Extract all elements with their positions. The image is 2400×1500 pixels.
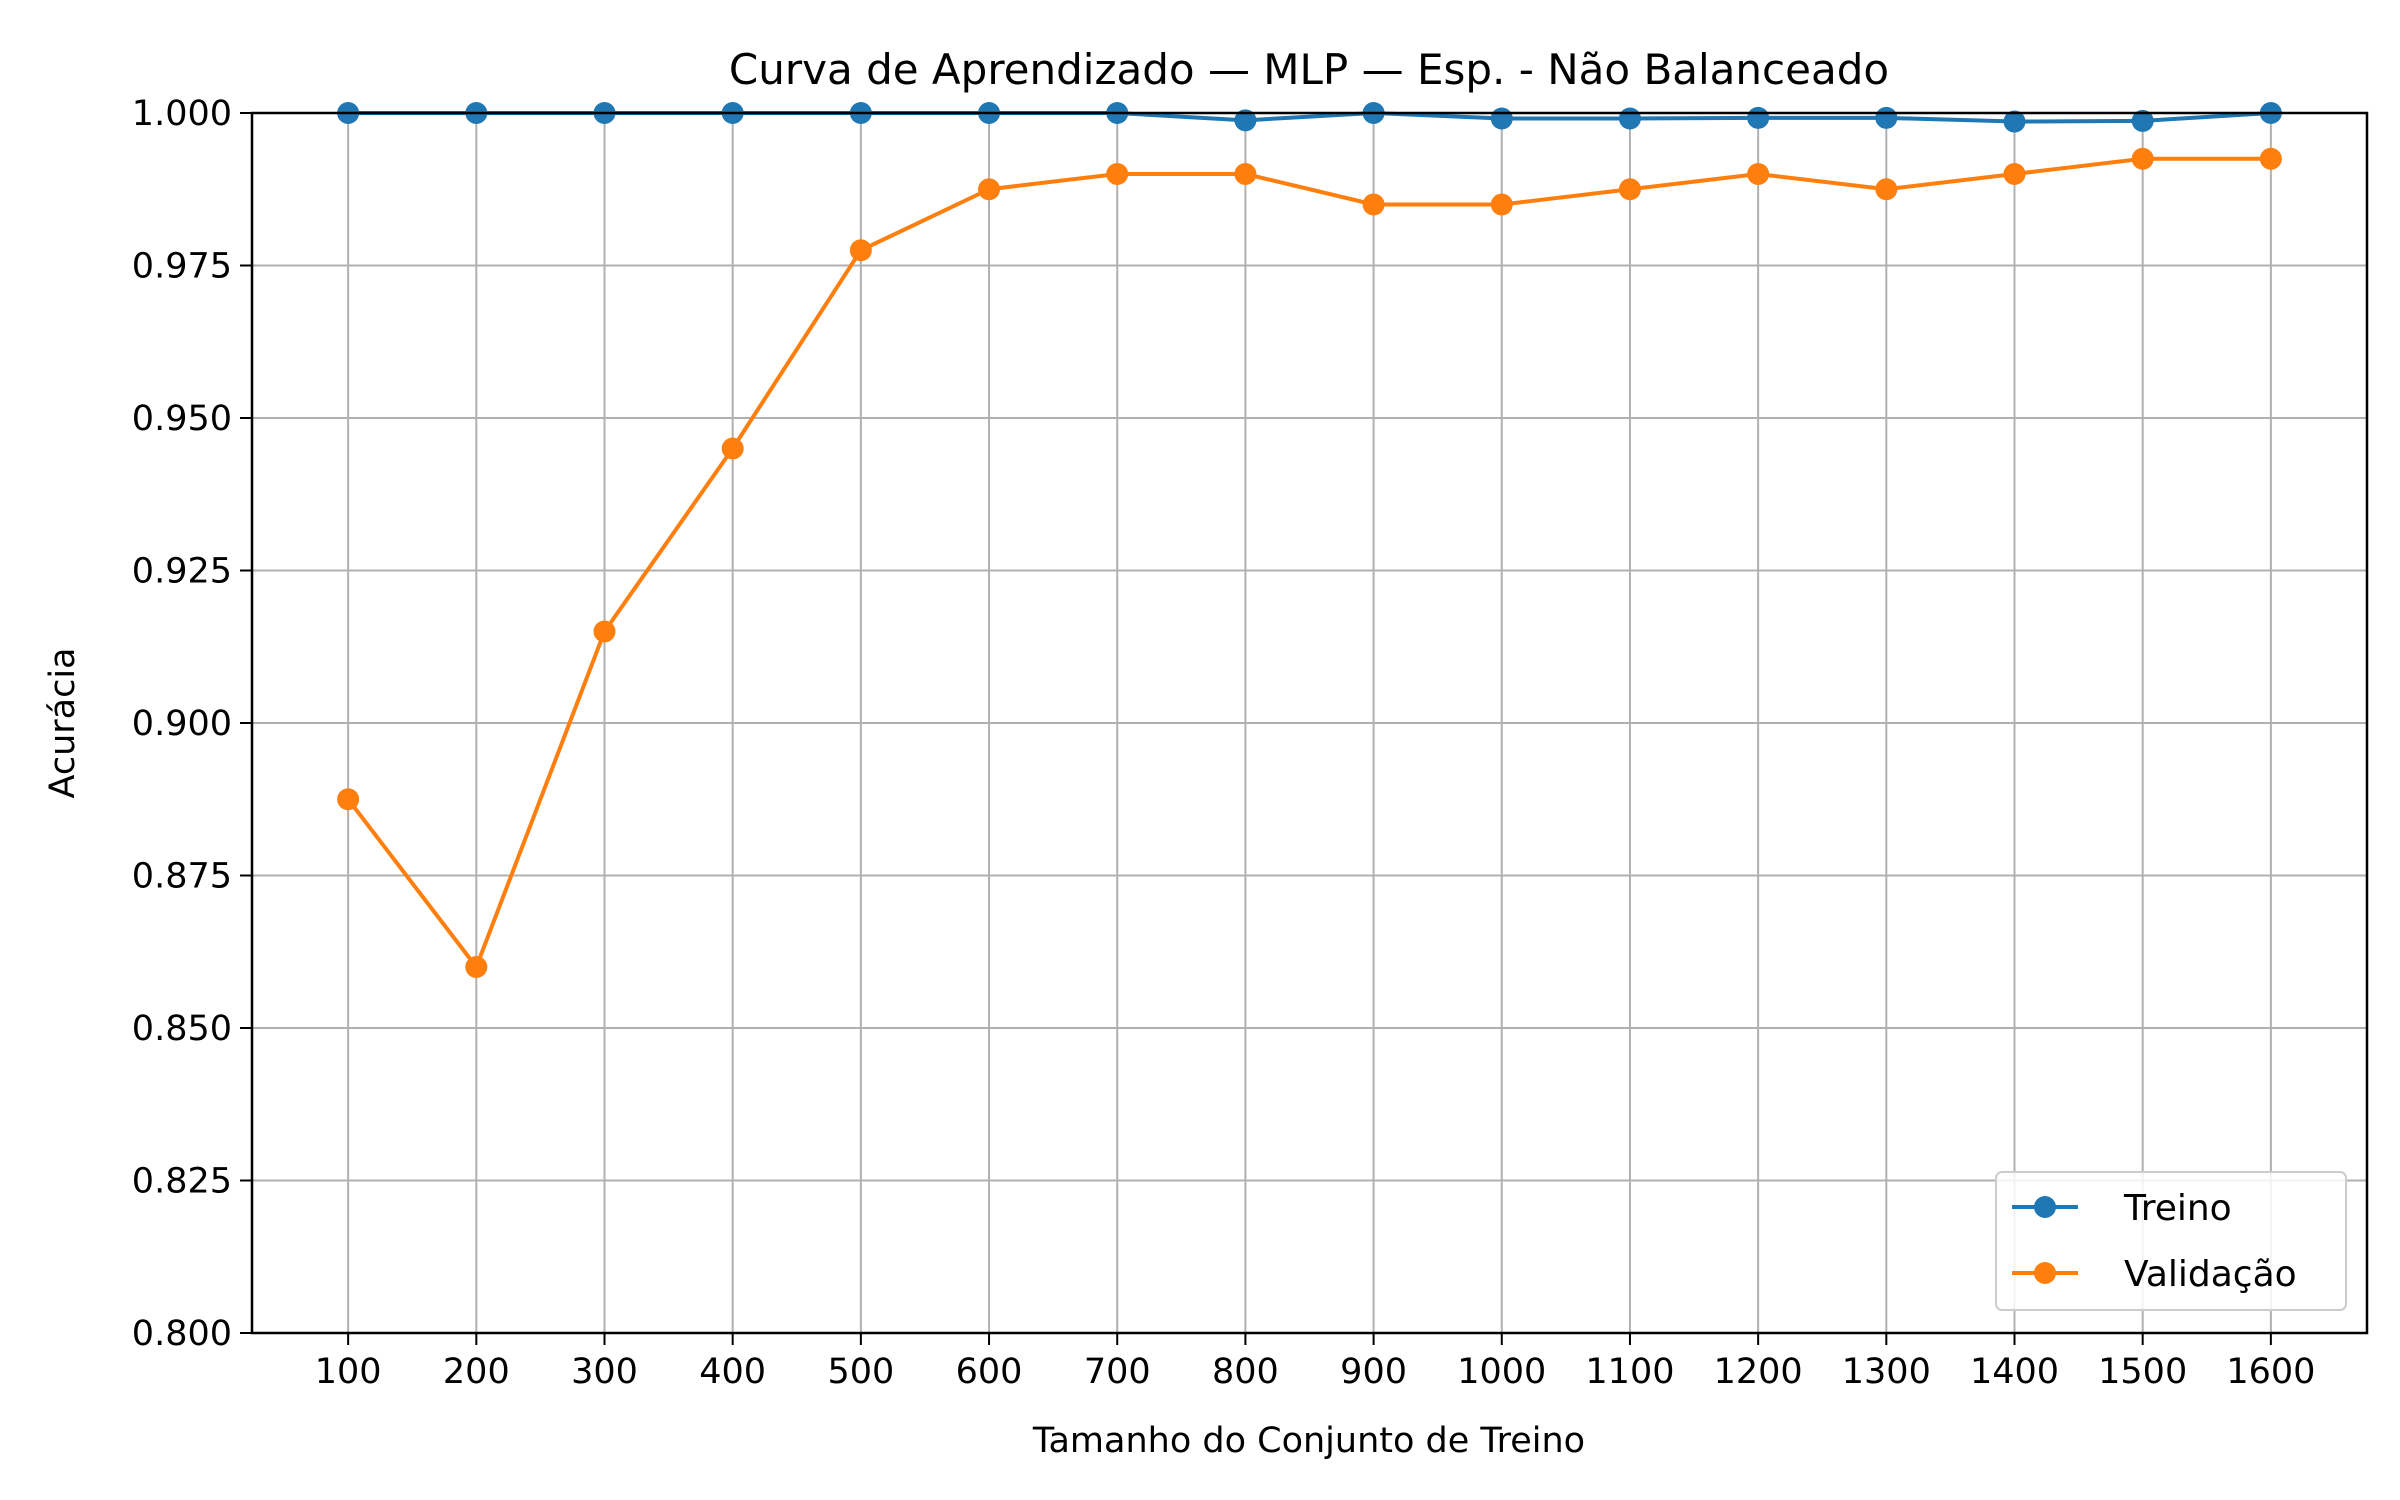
series-2	[337, 147, 2282, 978]
data-point	[1618, 107, 1641, 130]
legend-label: Validação	[2124, 1254, 2297, 1295]
data-point	[1490, 193, 1513, 216]
x-tick-label: 300	[571, 1352, 638, 1392]
x-tick-label: 1100	[1585, 1352, 1674, 1392]
data-point	[721, 437, 744, 460]
legend-item: Validação	[2012, 1254, 2297, 1295]
y-tick-label: 0.875	[132, 857, 232, 897]
x-tick-label: 100	[315, 1352, 382, 1392]
x-tick-label: 1600	[2226, 1352, 2315, 1392]
data-point	[1490, 107, 1513, 130]
data-point	[1747, 106, 1770, 129]
x-tick-label: 1000	[1457, 1352, 1546, 1392]
legend-marker	[2034, 1196, 2056, 1218]
y-tick-label: 0.800	[132, 1314, 232, 1354]
y-tick-label: 0.850	[132, 1009, 232, 1049]
y-tick-label: 0.975	[132, 247, 232, 287]
x-tick-label: 200	[443, 1352, 510, 1392]
legend-box	[1995, 1171, 2347, 1311]
data-point	[1875, 178, 1898, 201]
data-point	[465, 956, 488, 978]
x-tick-label: 700	[1084, 1352, 1151, 1392]
data-point	[1362, 193, 1385, 216]
data-point	[1234, 163, 1257, 185]
grid-lines	[252, 112, 2367, 1334]
y-tick-label: 1.000	[132, 94, 232, 134]
series-line	[346, 156, 2271, 969]
x-axis-label: Tamanho do Conjunto de Treino	[1032, 1421, 1585, 1461]
data-point	[1618, 178, 1641, 201]
x-tick-label: 1400	[1970, 1352, 2059, 1392]
chart-title: Curva de Aprendizado — MLP — Esp. - Não …	[729, 45, 1889, 94]
x-tick-label: 1300	[1842, 1352, 1931, 1392]
x-tick-label: 900	[1340, 1352, 1407, 1392]
x-tick-label: 800	[1212, 1352, 1279, 1392]
data-point	[2003, 163, 2026, 185]
y-tick-label: 0.950	[132, 399, 232, 439]
data-point	[1106, 163, 1129, 185]
data-point	[849, 239, 872, 262]
data-point	[1747, 163, 1770, 185]
y-tick-label: 0.900	[132, 704, 232, 744]
legend-item: Treino	[2012, 1188, 2232, 1229]
data-point	[978, 178, 1001, 201]
x-tick-label: 500	[827, 1352, 894, 1392]
y-tick-label: 0.925	[132, 552, 232, 592]
axis-ticks: 100 200 300 400 500 600 700 800 900 1000 1100 1200 1…	[132, 94, 2316, 1392]
data-point	[2003, 110, 2026, 133]
data-point	[593, 620, 616, 643]
legend-marker	[2034, 1262, 2056, 1284]
x-tick-label: 400	[699, 1352, 766, 1392]
x-tick-label: 600	[956, 1352, 1023, 1392]
data-point	[2259, 147, 2282, 170]
data-point	[2131, 109, 2154, 132]
data-point	[1234, 109, 1257, 132]
x-tick-label: 1500	[2098, 1352, 2187, 1392]
x-tick-label: 1200	[1714, 1352, 1803, 1392]
y-axis-label: Acurácia	[43, 647, 83, 798]
legend: Treino Validação	[1995, 1171, 2347, 1311]
y-tick-label: 0.825	[132, 1162, 232, 1202]
legend-label: Treino	[2123, 1188, 2232, 1229]
data-point	[2131, 147, 2154, 170]
data-point	[1875, 106, 1898, 129]
data-point	[337, 788, 360, 811]
